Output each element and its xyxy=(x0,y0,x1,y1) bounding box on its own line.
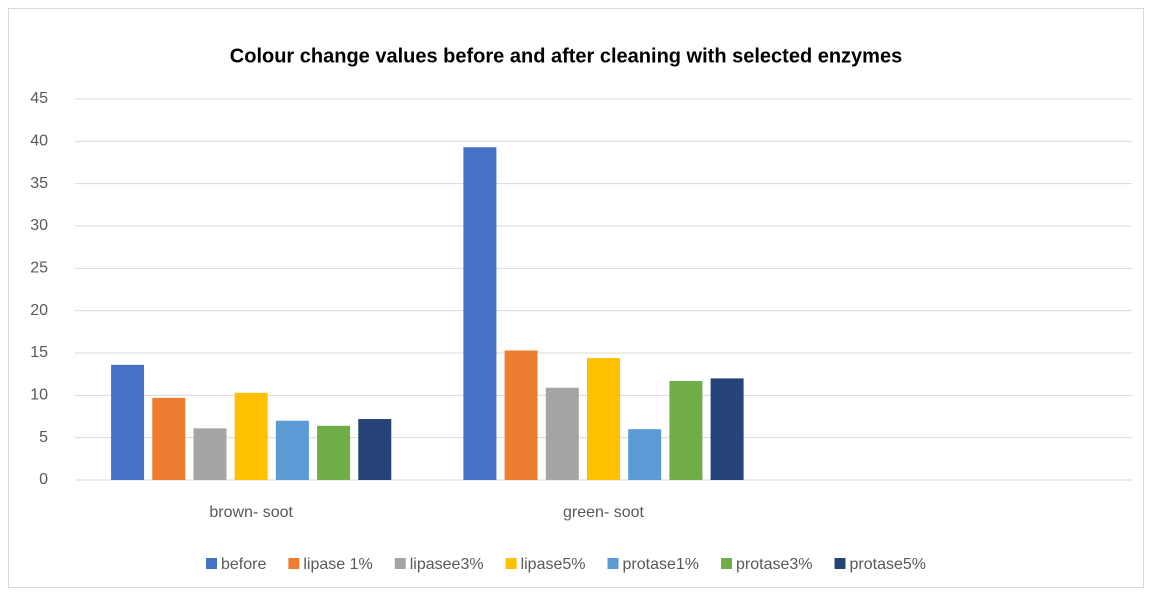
x-tick-label: green- soot xyxy=(563,504,644,521)
legend-swatch xyxy=(834,558,846,569)
y-tick-label: 15 xyxy=(30,344,48,361)
bar xyxy=(275,420,309,480)
bar xyxy=(669,380,703,480)
bar xyxy=(317,425,351,480)
y-tick-label: 45 xyxy=(30,90,48,107)
bar xyxy=(628,429,662,480)
bar xyxy=(545,387,579,480)
legend-label: before xyxy=(221,556,266,573)
legend-swatch xyxy=(205,558,217,569)
chart-frame xyxy=(8,8,1144,588)
legend-swatch xyxy=(505,558,517,569)
bar xyxy=(152,397,186,480)
y-tick-label: 30 xyxy=(30,217,48,234)
legend-swatch xyxy=(394,558,406,569)
legend-label: protase1% xyxy=(623,556,700,573)
legend-label: protase3% xyxy=(736,556,813,573)
bar xyxy=(587,358,620,480)
legend-label: lipase 1% xyxy=(303,556,372,573)
y-tick-label: 20 xyxy=(30,302,48,319)
y-tick-label: 10 xyxy=(30,387,48,404)
bar xyxy=(463,147,497,480)
legend-label: lipase5% xyxy=(521,556,586,573)
bar xyxy=(710,378,744,480)
legend-swatch xyxy=(607,558,619,569)
bar xyxy=(111,364,145,480)
chart-title: Colour change values before and after cl… xyxy=(230,45,902,67)
legend-label: lipasee3% xyxy=(410,556,484,573)
bar xyxy=(504,350,538,480)
y-tick-label: 40 xyxy=(30,133,48,150)
bar xyxy=(358,419,392,480)
legend-swatch xyxy=(721,558,733,569)
y-tick-label: 5 xyxy=(39,429,48,446)
y-tick-label: 0 xyxy=(39,471,48,488)
x-tick-label: brown- soot xyxy=(209,504,293,521)
bar xyxy=(193,428,227,480)
bar xyxy=(234,392,268,480)
y-tick-label: 25 xyxy=(30,260,48,277)
legend-label: protase5% xyxy=(850,556,927,573)
y-tick-label: 35 xyxy=(30,175,48,192)
legend-swatch xyxy=(288,558,300,569)
